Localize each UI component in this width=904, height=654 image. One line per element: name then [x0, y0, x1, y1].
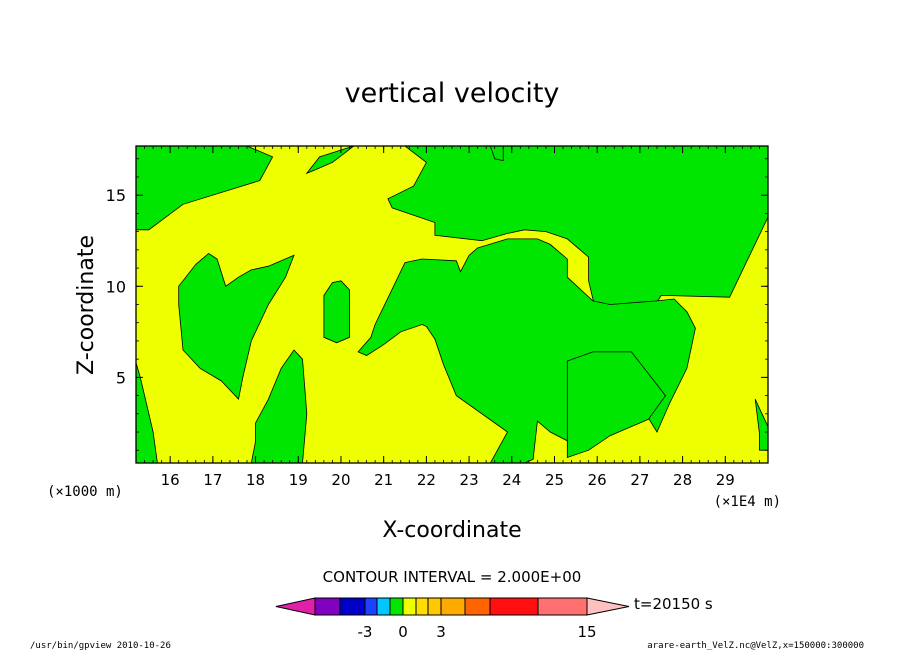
- contour-region-negative: [136, 362, 158, 463]
- colorbar-tick-label: 3: [436, 623, 446, 641]
- y-axis: 5 10 15: [106, 158, 768, 451]
- contour-region-negative: [323, 280, 350, 344]
- footer-left: /usr/bin/gpview 2010-10-26: [30, 641, 171, 651]
- contour-region-negative: [489, 146, 504, 162]
- x-tick-label: 27: [630, 471, 649, 489]
- colorbar: [275, 597, 630, 616]
- contour-interval: CONTOUR INTERVAL = 2.000E+00: [323, 568, 582, 586]
- colorbar-segment: [464, 597, 491, 616]
- x-tick-label: 29: [716, 471, 735, 489]
- x-tick-label: 18: [246, 471, 265, 489]
- x-axis: 16 17 18 19 20 21 22 23 24 25 26 27 28 29: [135, 146, 769, 489]
- plot-area: 16 17 18 19 20 21 22 23 24 25 26 27 28 29 5 10 15: [106, 145, 769, 489]
- colorbar-tick-label: -3: [358, 623, 373, 641]
- colorbar-segment: [427, 597, 442, 616]
- x-unit-left: (×1000 m): [47, 484, 123, 500]
- colorbar-segment: [389, 597, 404, 616]
- y-tick-label: 15: [106, 186, 126, 205]
- colorbar-segment: [440, 597, 466, 616]
- colorbar-segment: [489, 597, 539, 616]
- colorbar-ticks: -3 0 3 15: [358, 623, 597, 641]
- x-axis-label: X-coordinate: [382, 518, 521, 543]
- x-tick-label: 16: [161, 471, 180, 489]
- colorbar-tick-label: 15: [577, 623, 596, 641]
- colorbar-segment: [537, 597, 588, 616]
- x-tick-label: 23: [460, 471, 479, 489]
- colorbar-segment: [376, 597, 391, 616]
- x-tick-label: 17: [203, 471, 222, 489]
- x-tick-label: 28: [673, 471, 692, 489]
- x-tick-label: 20: [331, 471, 350, 489]
- colorbar-low-triangle: [275, 597, 316, 616]
- x-tick-label: 22: [417, 471, 436, 489]
- contour-region-negative: [136, 146, 274, 231]
- colorbar-high-triangle: [586, 597, 630, 616]
- colorbar-segment: [364, 597, 378, 616]
- x-tick-label: 21: [374, 471, 393, 489]
- x-unit-right: (×1E4 m): [714, 494, 781, 510]
- x-tick-label: 19: [289, 471, 308, 489]
- y-axis-label: Z-coordinate: [74, 235, 99, 375]
- colorbar-segment: [339, 597, 366, 616]
- contour-region-negative: [566, 351, 667, 459]
- x-tick-label: 24: [502, 471, 521, 489]
- colorbar-segment: [415, 597, 429, 616]
- contour-region-negative: [305, 146, 768, 331]
- contour-region-negative: [250, 349, 308, 463]
- y-tick-label: 5: [116, 368, 126, 387]
- colorbar-segment: [402, 597, 417, 616]
- colorbar-segment: [314, 597, 341, 616]
- contour-region-negative: [178, 253, 295, 401]
- x-tick-label: 26: [588, 471, 607, 489]
- time-label: t=20150 s: [634, 595, 713, 613]
- x-tick-label: 25: [545, 471, 564, 489]
- y-tick-label: 10: [106, 277, 126, 296]
- chart-title: vertical velocity: [345, 78, 560, 109]
- footer-right: arare-earth_VelZ.nc@VelZ,x=150000:300000: [647, 641, 864, 651]
- colorbar-tick-label: 0: [398, 623, 408, 641]
